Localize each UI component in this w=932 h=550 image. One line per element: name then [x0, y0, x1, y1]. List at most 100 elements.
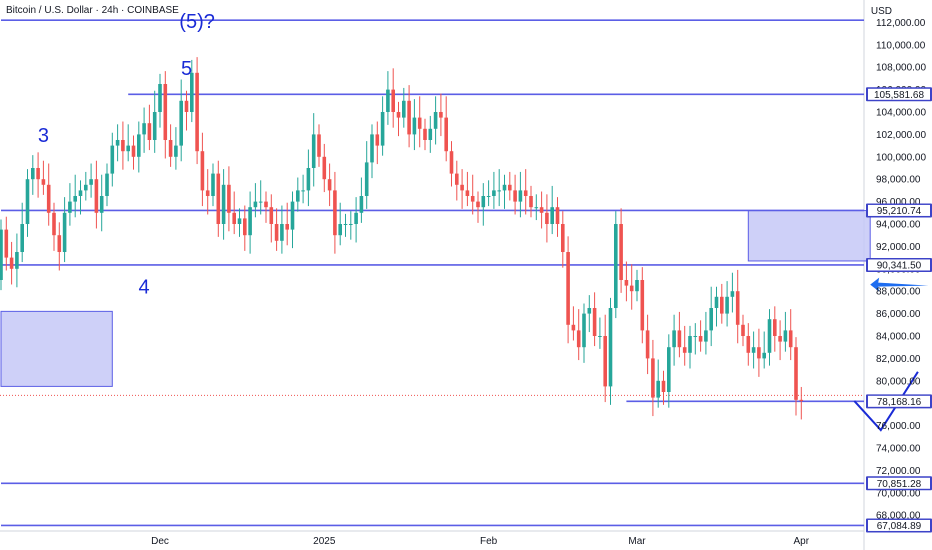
candle-body: [227, 184, 231, 213]
level-price-tag-inner: [868, 477, 930, 489]
candle-body: [523, 190, 528, 196]
time-tick-label: Mar: [628, 536, 646, 547]
currency-label: USD: [870, 6, 892, 17]
candle-body: [205, 190, 210, 196]
level-price-label: 90,341.50: [877, 260, 922, 271]
level-price-label: 67,084.89: [877, 521, 922, 532]
candle-body: [168, 140, 173, 157]
candle-body: [640, 280, 645, 331]
candle-body: [317, 134, 321, 157]
candle-body: [311, 134, 316, 168]
level-price-label: 105,581.68: [874, 90, 924, 101]
candle-body: [9, 257, 14, 269]
candle-body: [237, 218, 242, 224]
candle-body: [794, 347, 798, 400]
candle-body: [513, 190, 517, 202]
price-tick-label: 88,000.00: [876, 287, 921, 298]
candle-body: [417, 117, 422, 129]
candle-body: [709, 308, 713, 331]
elliott-wave-label: (5)?: [179, 11, 215, 33]
candle-body: [269, 207, 274, 224]
candle-body: [698, 336, 703, 342]
level-price-tag-inner: [868, 88, 930, 100]
price-tick-label: 110,000.00: [876, 40, 926, 51]
candle-body: [216, 173, 221, 224]
candle-body: [799, 399, 804, 401]
elliott-wave-label: 4: [139, 276, 150, 298]
candle-body: [720, 296, 724, 314]
candle-body: [508, 184, 512, 191]
level-price-tag-inner: [868, 204, 930, 216]
candle-body: [645, 330, 650, 359]
candle-body: [566, 252, 570, 325]
candle-body: [433, 112, 438, 129]
candle-body: [274, 224, 279, 241]
supply-demand-zone-2[interactable]: [747, 210, 871, 262]
candle-body: [73, 196, 77, 202]
candle-body: [105, 173, 109, 196]
candle-body: [152, 112, 157, 140]
candle-body: [608, 308, 613, 387]
candle-body: [614, 224, 618, 308]
candle-body: [757, 347, 761, 359]
candle-body: [137, 134, 141, 157]
candle-body: [571, 324, 576, 331]
candle-body: [4, 229, 9, 258]
candle-body: [773, 319, 777, 336]
candle-body: [322, 156, 327, 180]
candle-body: [704, 330, 708, 342]
candle-body: [131, 145, 136, 157]
supply-demand-zone-1[interactable]: [0, 310, 113, 387]
candle-body: [518, 190, 523, 202]
price-tick-label: 84,000.00: [876, 332, 921, 343]
candle-body: [741, 324, 745, 336]
price-tick-label: 102,000.00: [876, 130, 926, 141]
time-tick-label: 2025: [313, 536, 336, 547]
price-tick-label: 104,000.00: [876, 108, 926, 119]
candle-body: [656, 380, 660, 398]
candle-body: [693, 336, 698, 337]
price-tick-label: 98,000.00: [876, 175, 921, 186]
candle-body: [481, 196, 486, 208]
candle-body: [121, 140, 125, 152]
candle-body: [767, 319, 772, 353]
candle-body: [603, 336, 607, 387]
candle-body: [635, 280, 639, 292]
candle-body: [327, 179, 332, 191]
price-tick-label: 82,000.00: [876, 354, 921, 365]
candle-body: [258, 201, 263, 203]
candle-body: [163, 84, 168, 140]
candle-body: [677, 330, 682, 348]
price-tick-label: 108,000.00: [876, 63, 926, 74]
candle-body: [25, 179, 30, 224]
candle-body: [359, 196, 364, 213]
candle-body: [561, 224, 565, 252]
projection-path[interactable]: [853, 371, 919, 432]
candle-body: [41, 179, 46, 185]
candle-body: [280, 224, 284, 241]
candle-body: [688, 336, 692, 353]
candle-body: [285, 224, 289, 230]
candle-body: [619, 224, 623, 280]
candle-body: [587, 308, 592, 314]
price-tick-label: 74,000.00: [876, 444, 921, 455]
level-price-label: 70,851.28: [877, 479, 922, 490]
candle-body: [184, 100, 189, 112]
candle-body: [778, 336, 782, 342]
level-price-label: 78,168.16: [877, 397, 922, 408]
candle-body: [465, 190, 470, 196]
candle-body: [555, 207, 560, 224]
candle-body: [444, 117, 448, 152]
candle-body: [592, 308, 597, 336]
candle-body: [386, 89, 390, 112]
candle-body: [751, 347, 756, 353]
elliott-wave-label: 5: [181, 58, 192, 80]
candle-body: [349, 224, 353, 225]
candle-body: [354, 212, 358, 224]
candle-body: [476, 201, 480, 208]
price-tick-label: 68,000.00: [876, 511, 921, 522]
candle-body: [243, 218, 247, 236]
candle-body: [672, 330, 676, 348]
candle-body: [470, 196, 475, 202]
